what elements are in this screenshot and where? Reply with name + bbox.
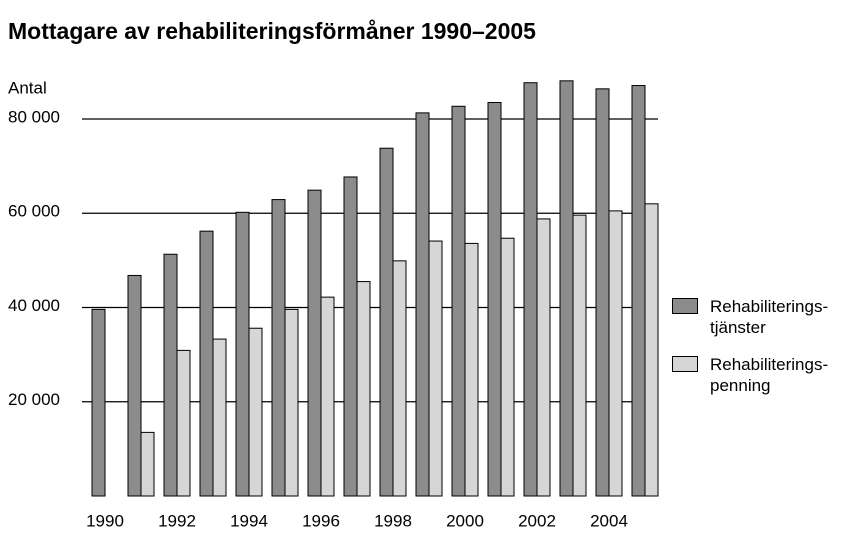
x-tick-label: 1990: [86, 511, 124, 530]
legend-label: Rehabiliterings- penning: [710, 355, 829, 395]
bar: [500, 237, 515, 497]
bar: [487, 102, 502, 497]
x-tick-label: 1994: [230, 511, 268, 530]
bar: [631, 85, 646, 497]
bar: [356, 281, 371, 497]
bar: [379, 147, 394, 497]
x-tick-label: 2004: [590, 511, 628, 530]
x-tick-label: 1998: [374, 511, 412, 530]
x-tick-label: 2002: [518, 511, 556, 530]
bar: [199, 230, 214, 497]
bar: [451, 105, 466, 497]
legend-label: Rehabiliterings- tjänster: [710, 297, 829, 337]
bar: [536, 218, 551, 497]
bar: [248, 327, 263, 497]
bar: [343, 176, 358, 497]
y-tick-label: 20 000: [8, 390, 60, 409]
bar: [464, 242, 479, 497]
bar: [415, 112, 430, 497]
y-tick-label: 60 000: [8, 202, 60, 221]
bar: [320, 296, 335, 497]
bar: [608, 210, 623, 497]
y-axis-label: Antal: [8, 78, 47, 97]
y-tick-label: 40 000: [8, 296, 60, 315]
bar: [271, 199, 286, 497]
x-tick-label: 1996: [302, 511, 340, 530]
bar: [176, 349, 191, 497]
bar: [163, 253, 178, 497]
chart-title: Mottagare av rehabiliteringsförmåner 199…: [8, 18, 536, 44]
bar: [644, 203, 659, 497]
y-tick-label: 80 000: [8, 107, 60, 126]
x-tick-label: 2000: [446, 511, 484, 530]
bar: [595, 88, 610, 497]
bar: [140, 431, 155, 497]
bar: [428, 240, 443, 497]
bar: [235, 211, 250, 497]
bar: [523, 82, 538, 497]
bar: [392, 260, 407, 497]
bar: [284, 308, 299, 497]
bar: [559, 80, 574, 497]
x-tick-label: 1992: [158, 511, 196, 530]
legend-swatch: [672, 356, 698, 372]
bar: [127, 274, 142, 497]
bar: [572, 214, 587, 497]
legend-swatch: [672, 298, 698, 314]
bar: [212, 338, 227, 497]
bar: [91, 308, 106, 497]
bar: [307, 189, 322, 497]
